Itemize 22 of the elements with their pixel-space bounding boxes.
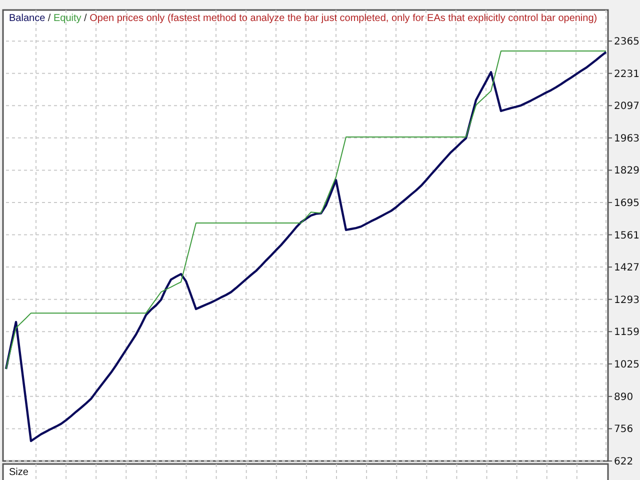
text: Size <box>9 467 29 478</box>
y-tick-label: 1561 <box>614 230 640 242</box>
y-tick-label: 1159 <box>614 327 640 338</box>
y-tick-label: 1293 <box>614 294 640 306</box>
y-tick-label: 890 <box>614 392 634 403</box>
y-tick-label: 622 <box>614 456 634 468</box>
y-tick-label: 2231 <box>614 68 640 80</box>
y-tick-label: 1695 <box>614 198 640 209</box>
y-tick-label: 1427 <box>614 262 640 274</box>
y-tick-label: 1829 <box>614 166 640 177</box>
y-tick-label: 2365 <box>614 36 640 48</box>
text: Equity <box>53 13 82 24</box>
line-series <box>6 50 606 370</box>
line-series <box>4 51 608 442</box>
annotation: / <box>45 13 54 24</box>
y-tick-label: 756 <box>614 424 634 436</box>
annotation: / <box>81 13 90 24</box>
y-tick-label: 1963 <box>614 133 640 144</box>
chart-title: Open prices only (fastest method to analyze the bar just completed, only for EAs that explicitly control bar opening) <box>90 13 598 24</box>
y-tick-label: 2097 <box>614 101 640 112</box>
text: Balance <box>9 13 46 24</box>
y-tick-label: 1025 <box>614 359 640 370</box>
